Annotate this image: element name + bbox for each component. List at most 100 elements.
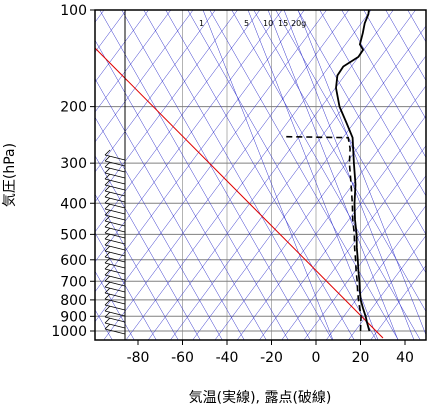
mixing-ratio-label: 20g [291, 19, 306, 28]
wind-barb [104, 221, 126, 233]
isotherm-line [303, 175, 426, 340]
temperature-line [335, 10, 371, 332]
isotherm-line [95, 10, 172, 113]
dry-adiabat-line [341, 10, 426, 159]
isotherm-line [95, 10, 261, 233]
x-tick-label: 20 [352, 350, 370, 366]
y-tick-label: 900 [60, 309, 87, 325]
dry-adiabat-line [143, 10, 333, 340]
wind-barb [104, 233, 126, 245]
x-axis-ticks: -80 -60 -40 -20 0 20 40 [127, 340, 414, 366]
isotherm-line [192, 25, 426, 340]
wind-barb [104, 185, 126, 197]
wind-barb [104, 161, 126, 173]
isotherm-line [103, 10, 350, 340]
wind-barb [104, 317, 126, 329]
y-tick-label: 800 [60, 293, 87, 309]
mixing-ratio-labels: 1 5 10 15 20g [199, 19, 306, 28]
dry-adiabat-line [95, 193, 179, 340]
wind-barb [104, 167, 126, 179]
y-tick-label: 100 [60, 3, 87, 19]
isotherm-line [170, 10, 416, 340]
isotherm-line [125, 10, 372, 340]
reference-line-red [95, 47, 384, 339]
x-tick-label: -80 [127, 350, 150, 366]
y-tick-label: 500 [60, 227, 87, 243]
dry-adiabat-line [319, 10, 426, 197]
y-tick-label: 600 [60, 253, 87, 269]
wind-barb [104, 155, 126, 167]
y-tick-label: 400 [60, 196, 87, 212]
wind-barb [104, 227, 126, 239]
isotherm-line [95, 10, 327, 323]
wind-barb [104, 263, 126, 275]
x-tick-label: -20 [260, 350, 283, 366]
dry-adiabat-line [253, 10, 426, 313]
wind-barb [104, 305, 126, 317]
wind-barb [104, 173, 126, 185]
isotherm-line [281, 145, 426, 340]
wind-barb [104, 149, 126, 161]
wind-barb [104, 311, 126, 323]
wind-barbs [104, 149, 126, 335]
dry-adiabat-line [275, 10, 426, 274]
dry-adiabat-line [363, 10, 426, 120]
dry-adiabat-line [95, 116, 223, 340]
wind-barb [104, 245, 126, 257]
mixing-ratio-line [202, 10, 334, 340]
isotherm-line [259, 115, 426, 340]
isotherm-line [95, 10, 149, 83]
wind-barb [104, 251, 126, 263]
wind-barb [104, 269, 126, 281]
dry-adiabat-line [297, 10, 426, 236]
mixing-ratio-label: 5 [244, 19, 249, 28]
dry-adiabat-line [95, 78, 245, 340]
wind-barb [104, 323, 126, 335]
x-axis-title: 気温(実線), 露点(破線) [189, 390, 332, 406]
wind-barb [104, 197, 126, 209]
isotherm-line [236, 85, 426, 340]
x-tick-label: -40 [216, 350, 239, 366]
dry-adiabat-line [121, 10, 311, 340]
wind-barb [104, 287, 126, 299]
dry-adiabat-line [99, 10, 289, 340]
wind-barb [104, 209, 126, 221]
y-tick-label: 1000 [51, 324, 87, 340]
dewpoint-line [282, 135, 362, 332]
wind-barb [104, 275, 126, 287]
mixing-ratio-label: 1 [199, 19, 204, 28]
dry-adiabat-line [231, 10, 421, 340]
isotherm-line [348, 235, 426, 340]
wind-barb [104, 203, 126, 215]
isotherm-line [95, 10, 216, 173]
pressure-grid [95, 10, 426, 340]
dry-adiabat-line [187, 10, 377, 340]
dry-adiabat-line [165, 10, 355, 340]
isotherm-line [95, 10, 194, 143]
mixing-ratio-label: 15 [278, 19, 288, 28]
mixing-ratio-line [267, 10, 399, 340]
thermodynamic-background-lines [95, 10, 426, 340]
wind-barb [104, 257, 126, 269]
dry-adiabat-line [385, 10, 426, 82]
wind-barb [104, 293, 126, 305]
y-axis-title: 気圧(hPa) [2, 143, 18, 207]
isotherm-line [370, 265, 426, 340]
y-tick-label: 200 [60, 100, 87, 116]
wind-barb [104, 239, 126, 251]
wind-barb [104, 179, 126, 191]
isotherm-line [95, 10, 283, 263]
wind-barb [104, 191, 126, 203]
wind-barb [104, 299, 126, 311]
wind-barb [104, 215, 126, 227]
dry-adiabat-line [95, 232, 157, 340]
plot-area [95, 10, 426, 340]
plot-frame [94, 9, 427, 341]
mixing-ratio-label: 10 [263, 19, 273, 28]
x-tick-label: 40 [396, 350, 414, 366]
x-tick-label: 0 [312, 350, 321, 366]
mixing-ratio-line [247, 10, 379, 340]
